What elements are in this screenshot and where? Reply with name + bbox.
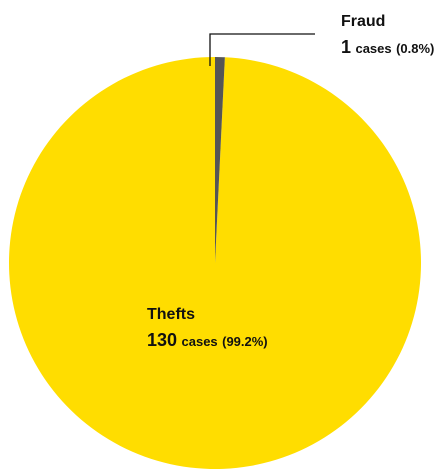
fraud-label: Fraud 1 cases (0.8%) [341, 13, 434, 57]
fraud-leader-line [209, 33, 315, 66]
fraud-label-name: Fraud [341, 13, 385, 30]
thefts-value: 130 [147, 330, 177, 350]
thefts-label-count: 130 cases (99.2%) [147, 330, 268, 350]
fraud-percent: (0.8%) [396, 41, 434, 56]
thefts-label: Thefts 130 cases (99.2%) [147, 306, 268, 350]
fraud-unit: cases [355, 41, 391, 56]
thefts-label-name: Thefts [147, 306, 195, 323]
thefts-unit: cases [182, 334, 218, 349]
fraud-value: 1 [341, 37, 351, 57]
fraud-label-count: 1 cases (0.8%) [341, 37, 434, 57]
pie-slice-fraud [215, 57, 225, 263]
pie-slices [8, 57, 422, 470]
pie-slice-thefts [8, 57, 422, 470]
thefts-percent: (99.2%) [222, 334, 268, 349]
